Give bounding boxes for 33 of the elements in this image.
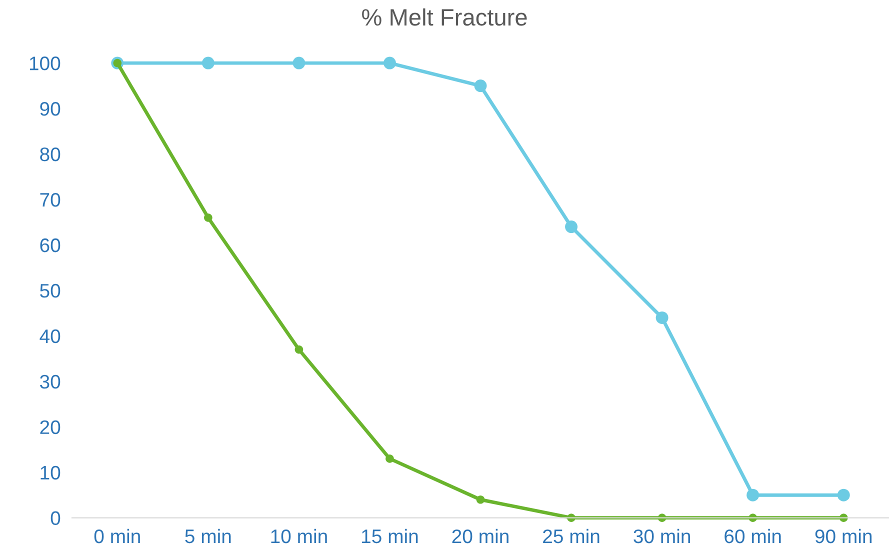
y-tick-label: 100 [30,56,60,70]
chart-title: % Melt Fracture [362,8,527,26]
y-tick-label: 80 [40,147,60,162]
point [294,345,304,354]
x-tick-label: 15 min [362,528,418,544]
x-tick-label: 10 min [271,528,327,544]
y-tick-label: 20 [40,420,60,434]
point [476,495,485,504]
x-tick-label: 25 min [543,528,600,544]
point [746,488,760,502]
y-tick-label: 40 [40,329,60,344]
point [202,56,214,70]
y-tick-label: 70 [40,192,60,207]
point [204,214,212,222]
y-tick-label: 10 [40,466,60,480]
x-tick-label: 60 min [724,528,781,544]
point [565,220,578,234]
x-tick-label: 30 min [634,528,690,544]
point [292,56,306,70]
y-tick-label: 90 [40,102,60,116]
point [386,454,394,463]
y-tick-label: 0 [50,511,60,526]
point [837,488,850,502]
y-tick-label: 30 [40,374,60,389]
y-tick-label: 50 [40,284,60,298]
point [474,80,487,92]
x-tick-label: 5 min [185,528,231,544]
point [656,311,668,324]
x-tick-label: 0 min [94,528,140,544]
y-tick-label: 60 [40,238,60,252]
point [383,56,396,70]
x-tick-label: 90 min [815,528,872,544]
x-tick-label: 20 min [452,528,508,544]
